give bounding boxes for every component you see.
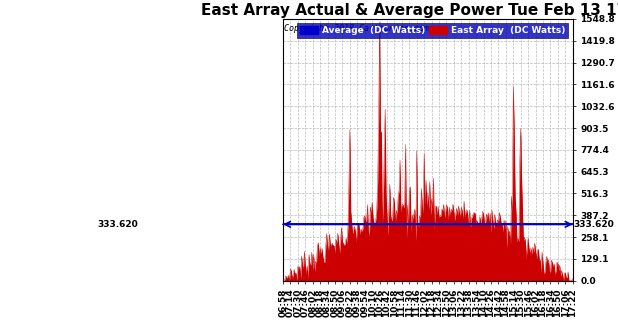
Title: East Array Actual & Average Power Tue Feb 13 17:28: East Array Actual & Average Power Tue Fe… <box>201 3 618 18</box>
Text: 333.620: 333.620 <box>573 220 614 229</box>
Text: 333.620: 333.620 <box>98 220 138 229</box>
Text: Copyright 2018 Cartronics.com: Copyright 2018 Cartronics.com <box>284 24 430 33</box>
Legend: Average  (DC Watts), East Array  (DC Watts): Average (DC Watts), East Array (DC Watts… <box>297 23 568 38</box>
